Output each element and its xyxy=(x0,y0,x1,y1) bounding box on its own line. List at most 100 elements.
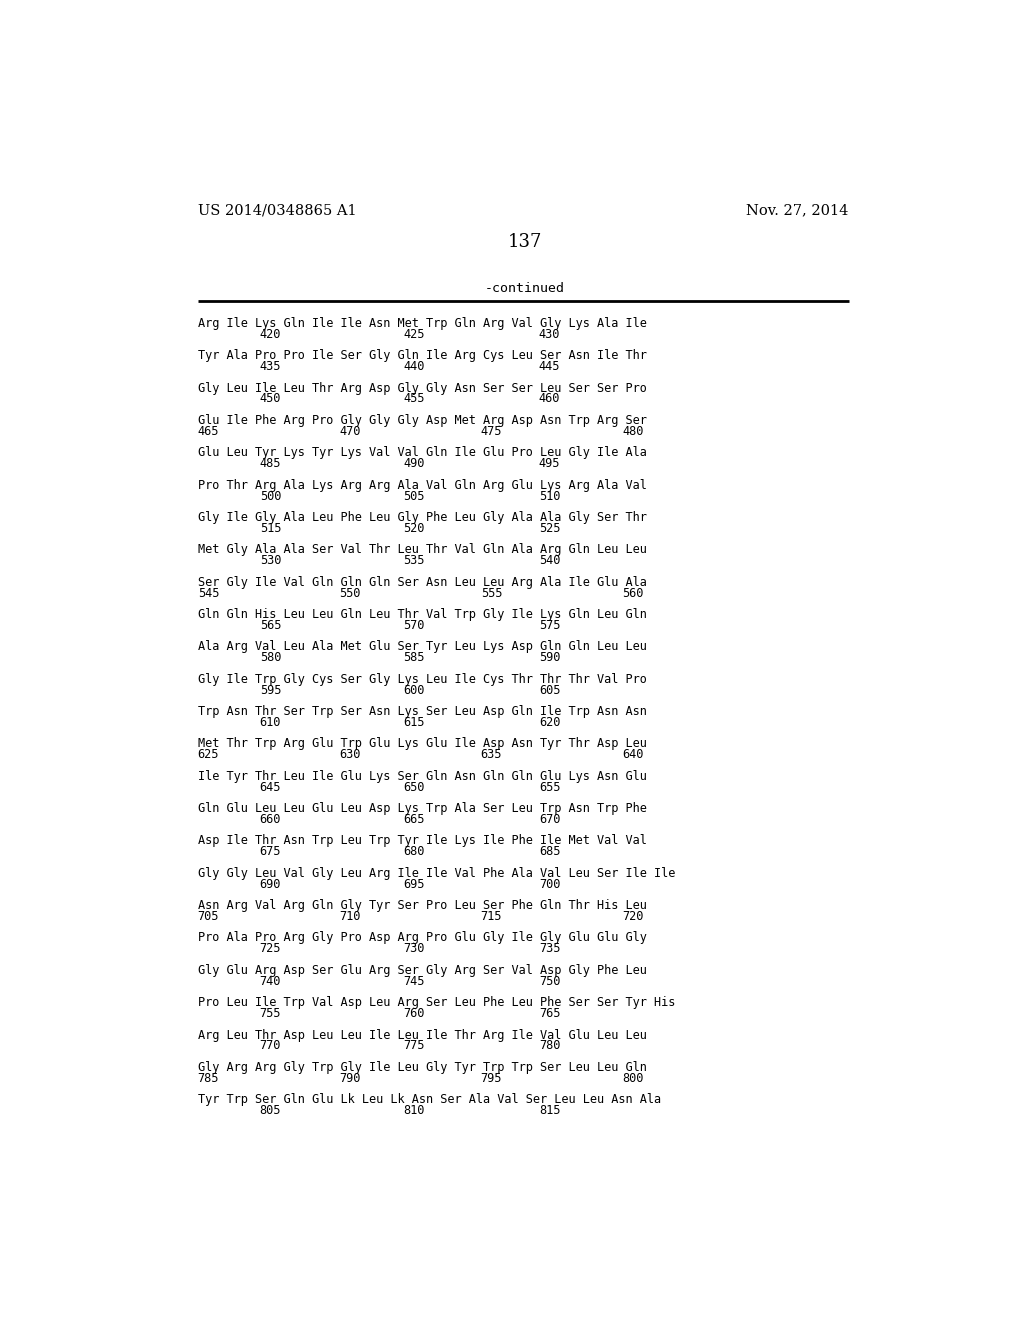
Text: 455: 455 xyxy=(403,392,425,405)
Text: 550: 550 xyxy=(340,586,360,599)
Text: 505: 505 xyxy=(403,490,425,503)
Text: 665: 665 xyxy=(403,813,425,826)
Text: 655: 655 xyxy=(539,780,560,793)
Text: 805: 805 xyxy=(260,1104,282,1117)
Text: 605: 605 xyxy=(539,684,560,697)
Text: 750: 750 xyxy=(539,974,560,987)
Text: Tyr Ala Pro Pro Ile Ser Gly Gln Ile Arg Cys Leu Ser Asn Ile Thr: Tyr Ala Pro Pro Ile Ser Gly Gln Ile Arg … xyxy=(198,350,646,363)
Text: 715: 715 xyxy=(480,909,502,923)
Text: 580: 580 xyxy=(260,651,282,664)
Text: 775: 775 xyxy=(403,1039,425,1052)
Text: 435: 435 xyxy=(260,360,282,374)
Text: Gly Gly Leu Val Gly Leu Arg Ile Ile Val Phe Ala Val Leu Ser Ile Ile: Gly Gly Leu Val Gly Leu Arg Ile Ile Val … xyxy=(198,867,675,880)
Text: 465: 465 xyxy=(198,425,219,438)
Text: 500: 500 xyxy=(260,490,282,503)
Text: 725: 725 xyxy=(260,942,282,956)
Text: 535: 535 xyxy=(403,554,425,568)
Text: 555: 555 xyxy=(480,586,502,599)
Text: 635: 635 xyxy=(480,748,502,762)
Text: 610: 610 xyxy=(260,715,282,729)
Text: Met Thr Trp Arg Glu Trp Glu Lys Glu Ile Asp Asn Tyr Thr Asp Leu: Met Thr Trp Arg Glu Trp Glu Lys Glu Ile … xyxy=(198,738,646,751)
Text: Gly Ile Trp Gly Cys Ser Gly Lys Leu Ile Cys Thr Thr Thr Val Pro: Gly Ile Trp Gly Cys Ser Gly Lys Leu Ile … xyxy=(198,673,646,686)
Text: 600: 600 xyxy=(403,684,425,697)
Text: 765: 765 xyxy=(539,1007,560,1020)
Text: 710: 710 xyxy=(340,909,360,923)
Text: 515: 515 xyxy=(260,521,282,535)
Text: 695: 695 xyxy=(403,878,425,891)
Text: Arg Leu Thr Asp Leu Leu Ile Leu Ile Thr Arg Ile Val Glu Leu Leu: Arg Leu Thr Asp Leu Leu Ile Leu Ile Thr … xyxy=(198,1028,646,1041)
Text: 540: 540 xyxy=(539,554,560,568)
Text: 575: 575 xyxy=(539,619,560,632)
Text: 510: 510 xyxy=(539,490,560,503)
Text: -continued: -continued xyxy=(484,281,565,294)
Text: 730: 730 xyxy=(403,942,425,956)
Text: 560: 560 xyxy=(623,586,644,599)
Text: 660: 660 xyxy=(260,813,282,826)
Text: 620: 620 xyxy=(539,715,560,729)
Text: 490: 490 xyxy=(403,457,425,470)
Text: 630: 630 xyxy=(340,748,360,762)
Text: Met Gly Ala Ala Ser Val Thr Leu Thr Val Gln Ala Arg Gln Leu Leu: Met Gly Ala Ala Ser Val Thr Leu Thr Val … xyxy=(198,544,646,557)
Text: Glu Ile Phe Arg Pro Gly Gly Gly Asp Met Arg Asp Asn Trp Arg Ser: Glu Ile Phe Arg Pro Gly Gly Gly Asp Met … xyxy=(198,414,646,428)
Text: Gly Glu Arg Asp Ser Glu Arg Ser Gly Arg Ser Val Asp Gly Phe Leu: Gly Glu Arg Asp Ser Glu Arg Ser Gly Arg … xyxy=(198,964,646,977)
Text: Pro Thr Arg Ala Lys Arg Arg Ala Val Gln Arg Glu Lys Arg Ala Val: Pro Thr Arg Ala Lys Arg Arg Ala Val Gln … xyxy=(198,479,646,492)
Text: 525: 525 xyxy=(539,521,560,535)
Text: Ser Gly Ile Val Gln Gln Gln Ser Asn Leu Leu Arg Ala Ile Glu Ala: Ser Gly Ile Val Gln Gln Gln Ser Asn Leu … xyxy=(198,576,646,589)
Text: 690: 690 xyxy=(260,878,282,891)
Text: 685: 685 xyxy=(539,845,560,858)
Text: 810: 810 xyxy=(403,1104,425,1117)
Text: 585: 585 xyxy=(403,651,425,664)
Text: 430: 430 xyxy=(539,327,560,341)
Text: 590: 590 xyxy=(539,651,560,664)
Text: 545: 545 xyxy=(198,586,219,599)
Text: Asp Ile Thr Asn Trp Leu Trp Tyr Ile Lys Ile Phe Ile Met Val Val: Asp Ile Thr Asn Trp Leu Trp Tyr Ile Lys … xyxy=(198,834,646,847)
Text: 570: 570 xyxy=(403,619,425,632)
Text: US 2014/0348865 A1: US 2014/0348865 A1 xyxy=(198,203,356,216)
Text: Ile Tyr Thr Leu Ile Glu Lys Ser Gln Asn Gln Gln Glu Lys Asn Glu: Ile Tyr Thr Leu Ile Glu Lys Ser Gln Asn … xyxy=(198,770,646,783)
Text: 785: 785 xyxy=(198,1072,219,1085)
Text: 137: 137 xyxy=(508,234,542,251)
Text: 625: 625 xyxy=(198,748,219,762)
Text: Gly Leu Ile Leu Thr Arg Asp Gly Gly Asn Ser Ser Leu Ser Ser Pro: Gly Leu Ile Leu Thr Arg Asp Gly Gly Asn … xyxy=(198,381,646,395)
Text: 495: 495 xyxy=(539,457,560,470)
Text: 675: 675 xyxy=(260,845,282,858)
Text: Pro Ala Pro Arg Gly Pro Asp Arg Pro Glu Gly Ile Gly Glu Glu Gly: Pro Ala Pro Arg Gly Pro Asp Arg Pro Glu … xyxy=(198,932,646,945)
Text: Trp Asn Thr Ser Trp Ser Asn Lys Ser Leu Asp Gln Ile Trp Asn Asn: Trp Asn Thr Ser Trp Ser Asn Lys Ser Leu … xyxy=(198,705,646,718)
Text: Gln Gln His Leu Leu Gln Leu Thr Val Trp Gly Ile Lys Gln Leu Gln: Gln Gln His Leu Leu Gln Leu Thr Val Trp … xyxy=(198,609,646,622)
Text: Nov. 27, 2014: Nov. 27, 2014 xyxy=(746,203,849,216)
Text: 650: 650 xyxy=(403,780,425,793)
Text: 740: 740 xyxy=(260,974,282,987)
Text: 705: 705 xyxy=(198,909,219,923)
Text: 770: 770 xyxy=(260,1039,282,1052)
Text: 790: 790 xyxy=(340,1072,360,1085)
Text: Asn Arg Val Arg Gln Gly Tyr Ser Pro Leu Ser Phe Gln Thr His Leu: Asn Arg Val Arg Gln Gly Tyr Ser Pro Leu … xyxy=(198,899,646,912)
Text: Pro Leu Ile Trp Val Asp Leu Arg Ser Leu Phe Leu Phe Ser Ser Tyr His: Pro Leu Ile Trp Val Asp Leu Arg Ser Leu … xyxy=(198,997,675,1010)
Text: Gln Glu Leu Leu Glu Leu Asp Lys Trp Ala Ser Leu Trp Asn Trp Phe: Gln Glu Leu Leu Glu Leu Asp Lys Trp Ala … xyxy=(198,803,646,816)
Text: 470: 470 xyxy=(340,425,360,438)
Text: 670: 670 xyxy=(539,813,560,826)
Text: Gly Arg Arg Gly Trp Gly Ile Leu Gly Tyr Trp Trp Ser Leu Leu Gln: Gly Arg Arg Gly Trp Gly Ile Leu Gly Tyr … xyxy=(198,1061,646,1074)
Text: 530: 530 xyxy=(260,554,282,568)
Text: 745: 745 xyxy=(403,974,425,987)
Text: 815: 815 xyxy=(539,1104,560,1117)
Text: 700: 700 xyxy=(539,878,560,891)
Text: 460: 460 xyxy=(539,392,560,405)
Text: 425: 425 xyxy=(403,327,425,341)
Text: 760: 760 xyxy=(403,1007,425,1020)
Text: 780: 780 xyxy=(539,1039,560,1052)
Text: 520: 520 xyxy=(403,521,425,535)
Text: 450: 450 xyxy=(260,392,282,405)
Text: Glu Leu Tyr Lys Tyr Lys Val Val Gln Ile Glu Pro Leu Gly Ile Ala: Glu Leu Tyr Lys Tyr Lys Val Val Gln Ile … xyxy=(198,446,646,459)
Text: Arg Ile Lys Gln Ile Ile Asn Met Trp Gln Arg Val Gly Lys Ala Ile: Arg Ile Lys Gln Ile Ile Asn Met Trp Gln … xyxy=(198,317,646,330)
Text: 485: 485 xyxy=(260,457,282,470)
Text: 735: 735 xyxy=(539,942,560,956)
Text: 755: 755 xyxy=(260,1007,282,1020)
Text: 445: 445 xyxy=(539,360,560,374)
Text: 420: 420 xyxy=(260,327,282,341)
Text: Gly Ile Gly Ala Leu Phe Leu Gly Phe Leu Gly Ala Ala Gly Ser Thr: Gly Ile Gly Ala Leu Phe Leu Gly Phe Leu … xyxy=(198,511,646,524)
Text: 595: 595 xyxy=(260,684,282,697)
Text: 680: 680 xyxy=(403,845,425,858)
Text: 720: 720 xyxy=(623,909,644,923)
Text: 565: 565 xyxy=(260,619,282,632)
Text: 475: 475 xyxy=(480,425,502,438)
